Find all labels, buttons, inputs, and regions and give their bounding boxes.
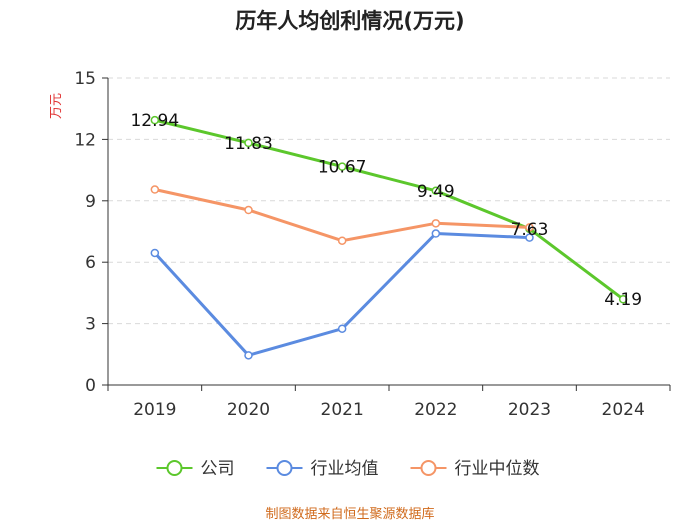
- x-tick-label: 2021: [321, 400, 364, 420]
- x-tick-label: 2023: [508, 400, 551, 420]
- data-point: [150, 115, 160, 125]
- data-point: [150, 248, 160, 258]
- data-point: [618, 294, 628, 304]
- series-line: [153, 118, 625, 301]
- legend-label: 公司: [201, 459, 235, 479]
- data-point: [525, 223, 534, 232]
- data-point: [431, 229, 441, 238]
- legend: 公司 行业均值 行业中位数: [156, 459, 540, 479]
- legend-item: 公司: [156, 459, 235, 479]
- data-label: 4.19: [604, 290, 642, 310]
- source-note: 制图数据来自恒生聚源数据库: [265, 506, 434, 522]
- data-point: [431, 219, 441, 228]
- x-tick-label: 2019: [133, 400, 176, 420]
- legend-label: 行业中位数: [455, 459, 540, 479]
- y-tick-label: 3: [85, 315, 96, 335]
- data-label: 7.63: [511, 220, 549, 240]
- y-tick-label: 15: [74, 69, 96, 89]
- legend-marker: [420, 460, 437, 476]
- y-tick-label: 6: [85, 253, 96, 273]
- series-lines: [153, 118, 625, 357]
- series-line: [153, 188, 531, 243]
- data-label: 11.83: [224, 134, 273, 154]
- y-tick-label: 9: [85, 192, 96, 212]
- legend-marker: [276, 460, 293, 476]
- y-tick-label: 12: [74, 130, 96, 150]
- legend-item: 行业中位数: [410, 459, 540, 479]
- y-axis-label: 万元: [49, 93, 64, 119]
- axes: [102, 77, 671, 391]
- data-point: [150, 185, 160, 194]
- data-point: [337, 324, 347, 333]
- y-tick-label: 0: [85, 376, 96, 396]
- x-tick-label: 2024: [602, 400, 645, 420]
- y-tick-labels: 0 3 6 9 12 15: [74, 69, 96, 396]
- data-point: [525, 233, 534, 242]
- gridlines: [108, 77, 670, 325]
- chart-title: 历年人均创利情况(万元): [235, 9, 464, 33]
- data-labels: 12.94 11.83 10.67 9.49 7.63 4.19: [130, 111, 642, 310]
- legend-marker: [166, 460, 183, 476]
- data-point: [244, 138, 253, 148]
- legend-label: 行业均值: [311, 459, 379, 479]
- data-point: [244, 351, 253, 360]
- data-label: 9.49: [417, 182, 455, 202]
- series-line: [153, 232, 531, 357]
- data-point: [244, 205, 253, 215]
- data-point: [337, 162, 347, 171]
- series-points: [150, 115, 628, 360]
- x-tick-labels: 2019 2020 2021 2022 2023 2024: [133, 400, 645, 420]
- x-tick-label: 2022: [414, 400, 457, 420]
- legend-item: 行业均值: [266, 459, 379, 479]
- data-label: 12.94: [130, 111, 179, 131]
- data-point: [431, 186, 441, 196]
- data-label: 10.67: [318, 158, 367, 178]
- data-point: [337, 236, 347, 245]
- x-tick-label: 2020: [227, 400, 270, 420]
